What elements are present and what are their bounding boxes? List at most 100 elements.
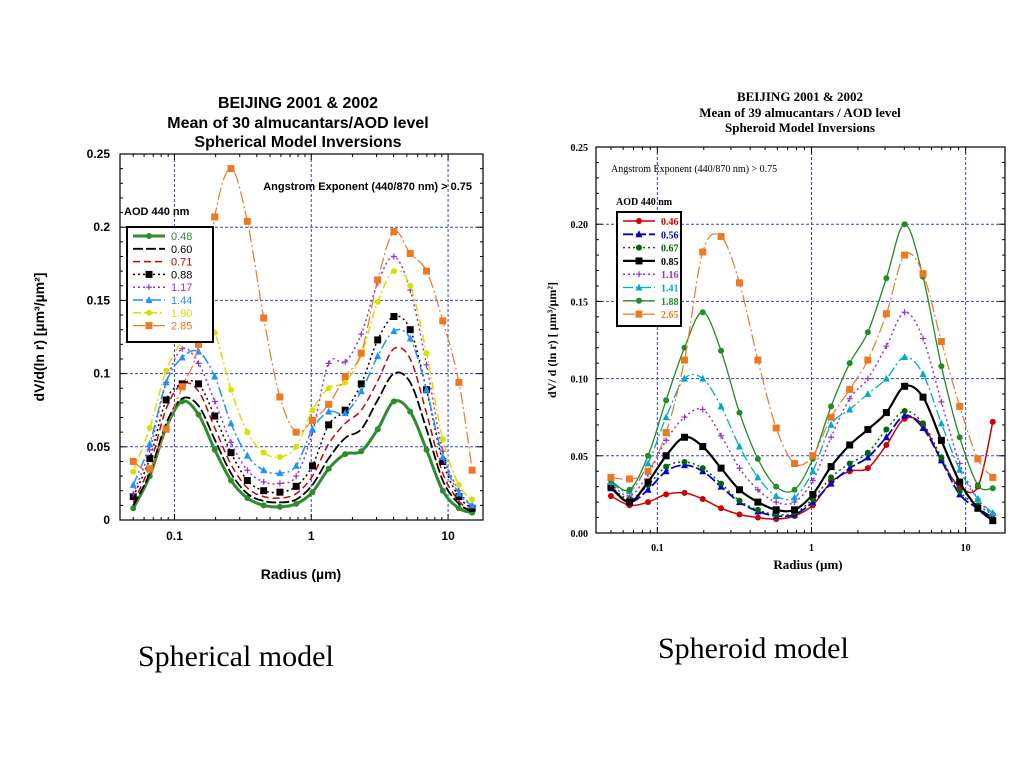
data-point-1.41: [662, 413, 670, 421]
data-point-2.85: [243, 217, 251, 225]
x-tick-label: 0.1: [651, 543, 664, 554]
data-point-1.90: [130, 468, 137, 475]
y-tick-label: 0.25: [571, 143, 589, 154]
data-point-1.44: [178, 353, 186, 361]
data-point-0.48: [358, 448, 365, 455]
data-point-0.48: [423, 446, 430, 453]
data-point-2.65: [644, 467, 652, 475]
legend-label-2.85: 2.85: [171, 321, 192, 333]
data-point-1.88: [754, 455, 761, 462]
chart-title-line-1: BEIJING 2001 & 2002: [218, 95, 378, 112]
data-point-0.85: [827, 463, 835, 471]
legend-label-2.65: 2.65: [661, 310, 679, 321]
data-point-0.56: [846, 464, 854, 472]
data-point-0.88: [162, 396, 170, 404]
data-point-1.16: [754, 486, 761, 493]
data-point-1.88: [864, 329, 871, 336]
data-point-2.85: [357, 349, 365, 357]
data-point-0.67: [883, 426, 890, 433]
data-point-1.41: [717, 402, 725, 410]
data-point-1.16: [956, 460, 963, 467]
legend-marker-1.17: [146, 284, 152, 291]
data-point-1.16: [828, 434, 835, 441]
data-point-1.17: [390, 253, 397, 260]
legend-label-1.17: 1.17: [171, 282, 192, 294]
data-point-1.88: [645, 452, 652, 459]
data-point-0.56: [644, 485, 652, 493]
data-point-0.67: [938, 454, 945, 461]
legend-marker-0.88: [145, 270, 153, 278]
legend-label-0.48: 0.48: [171, 231, 192, 243]
data-point-0.85: [846, 441, 854, 449]
chart-title-line-3: Spherical Model Inversions: [194, 134, 401, 151]
data-point-0.48: [309, 489, 316, 496]
data-point-1.88: [626, 486, 633, 493]
legend-marker-1.16: [636, 271, 642, 278]
y-tick-label: 0.15: [87, 293, 111, 307]
data-point-0.48: [325, 465, 332, 472]
data-point-1.41: [956, 465, 964, 473]
x-tick-label: 1: [809, 543, 814, 554]
data-point-2.85: [423, 267, 431, 275]
data-point-0.85: [680, 433, 688, 441]
data-point-1.90: [163, 367, 170, 374]
data-point-0.88: [227, 449, 235, 457]
data-point-0.56: [662, 467, 670, 475]
data-point-2.65: [626, 475, 634, 483]
series-line-0.71: [132, 346, 473, 512]
series-line-0.56: [610, 414, 994, 519]
data-point-1.16: [901, 309, 908, 316]
data-point-0.67: [699, 465, 706, 472]
data-point-1.44: [292, 461, 300, 469]
data-point-2.65: [864, 356, 872, 364]
legend-label-0.88: 0.88: [171, 269, 192, 281]
data-point-2.85: [195, 340, 203, 348]
plot-frame: [595, 146, 1006, 534]
data-point-0.88: [439, 457, 447, 465]
data-point-1.88: [736, 409, 743, 416]
data-point-0.46: [607, 492, 614, 499]
data-point-1.90: [390, 268, 397, 275]
data-point-0.46: [883, 441, 890, 448]
data-point-0.67: [901, 408, 908, 415]
data-point-2.85: [455, 378, 463, 386]
data-point-0.67: [846, 460, 853, 467]
data-point-1.16: [809, 477, 816, 484]
legend-marker-0.46: [636, 218, 642, 224]
data-point-0.85: [919, 393, 927, 401]
x-tick-label: 0.1: [166, 529, 183, 543]
data-point-1.44: [439, 453, 447, 461]
data-point-1.44: [423, 385, 431, 393]
data-point-1.90: [244, 429, 251, 436]
data-point-0.48: [244, 495, 251, 502]
data-point-2.65: [901, 251, 909, 259]
data-point-0.85: [974, 504, 982, 512]
series-line-2.85: [132, 168, 473, 471]
data-point-2.65: [937, 338, 945, 346]
data-point-1.44: [211, 372, 219, 380]
data-point-1.17: [244, 467, 251, 474]
data-point-1.41: [791, 493, 799, 501]
data-point-0.85: [717, 464, 725, 472]
data-point-0.46: [754, 514, 761, 521]
data-point-1.16: [883, 343, 890, 350]
data-point-0.56: [827, 479, 835, 487]
y-tick-label: 0: [103, 513, 110, 527]
data-point-2.65: [956, 402, 964, 410]
data-point-0.85: [772, 506, 780, 514]
data-point-1.44: [129, 480, 137, 488]
data-point-0.67: [663, 463, 670, 470]
data-point-1.41: [809, 467, 817, 475]
data-point-1.90: [455, 481, 462, 488]
series-line-0.85: [610, 384, 994, 522]
data-point-2.65: [699, 248, 707, 256]
y-tick-label: 0.15: [571, 297, 589, 308]
data-point-1.44: [260, 466, 268, 474]
data-point-2.85: [260, 314, 268, 322]
data-point-0.48: [260, 502, 267, 509]
data-point-2.65: [809, 452, 817, 460]
chart-title-line-3: Spheroid Model Inversions: [725, 120, 875, 135]
data-point-0.67: [920, 420, 927, 427]
data-point-1.88: [901, 221, 908, 228]
y-tick-label: 0.10: [571, 375, 589, 386]
